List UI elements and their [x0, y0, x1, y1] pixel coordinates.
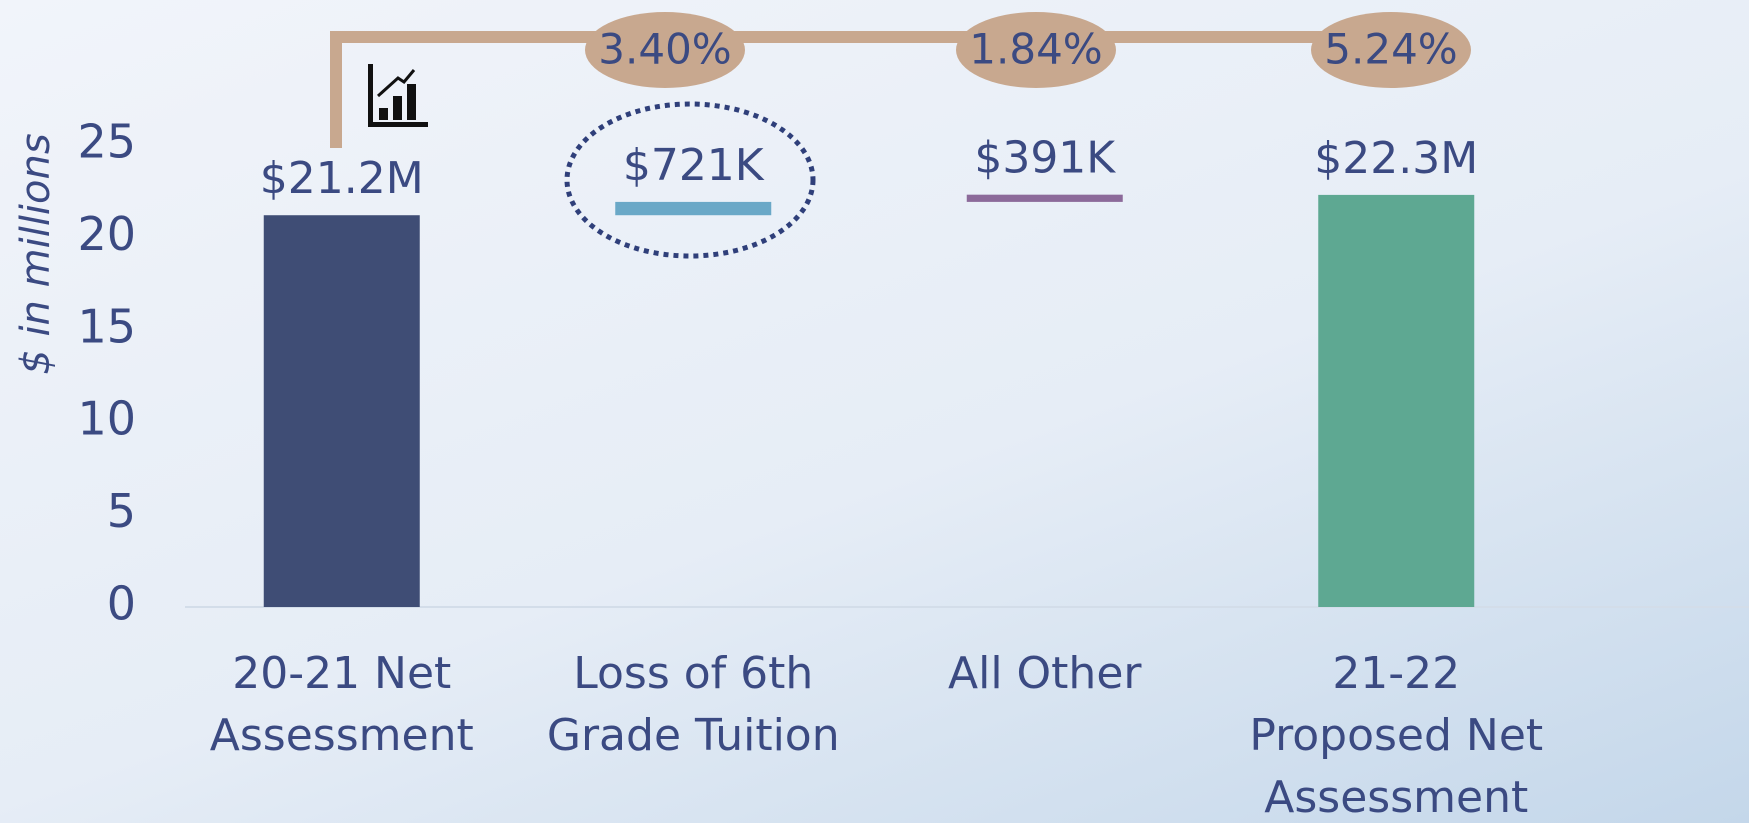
y-tick-label: 15: [77, 299, 136, 353]
y-tick-label: 10: [77, 392, 136, 446]
highlight-ellipse: [564, 101, 816, 259]
chart-icon: [368, 64, 428, 127]
bar: [615, 201, 772, 216]
annotation-bubble: [956, 12, 1116, 88]
y-tick-label: 20: [77, 207, 136, 261]
y-tick-label: 25: [77, 115, 136, 169]
x-tick-label: Loss of 6th Grade Tuition: [546, 648, 840, 761]
annotation-bubble: [1311, 12, 1471, 88]
connector: [330, 31, 1440, 148]
x-tick-label: 21-22 Proposed Net Assessment: [1249, 648, 1544, 823]
bar: [966, 194, 1123, 202]
x-tick-label: 20-21 Net Assessment: [209, 648, 474, 761]
annotation: 1.84%: [969, 25, 1102, 74]
value-label: $391K: [974, 133, 1116, 184]
y-axis-label: $ in millions: [13, 133, 59, 374]
annotation: 5.24%: [1324, 25, 1457, 74]
value-label: $21.2M: [260, 153, 424, 204]
x-tick-label: All Other: [948, 648, 1142, 699]
value-label: $22.3M: [1314, 133, 1478, 184]
y-tick-label: 5: [107, 484, 136, 538]
value-label: $721K: [623, 140, 765, 191]
bar: [263, 215, 420, 607]
annotation-bubble: [585, 12, 745, 88]
bar: [1318, 194, 1475, 607]
annotation: 3.40%: [598, 25, 731, 74]
y-tick-label: 0: [107, 577, 136, 631]
